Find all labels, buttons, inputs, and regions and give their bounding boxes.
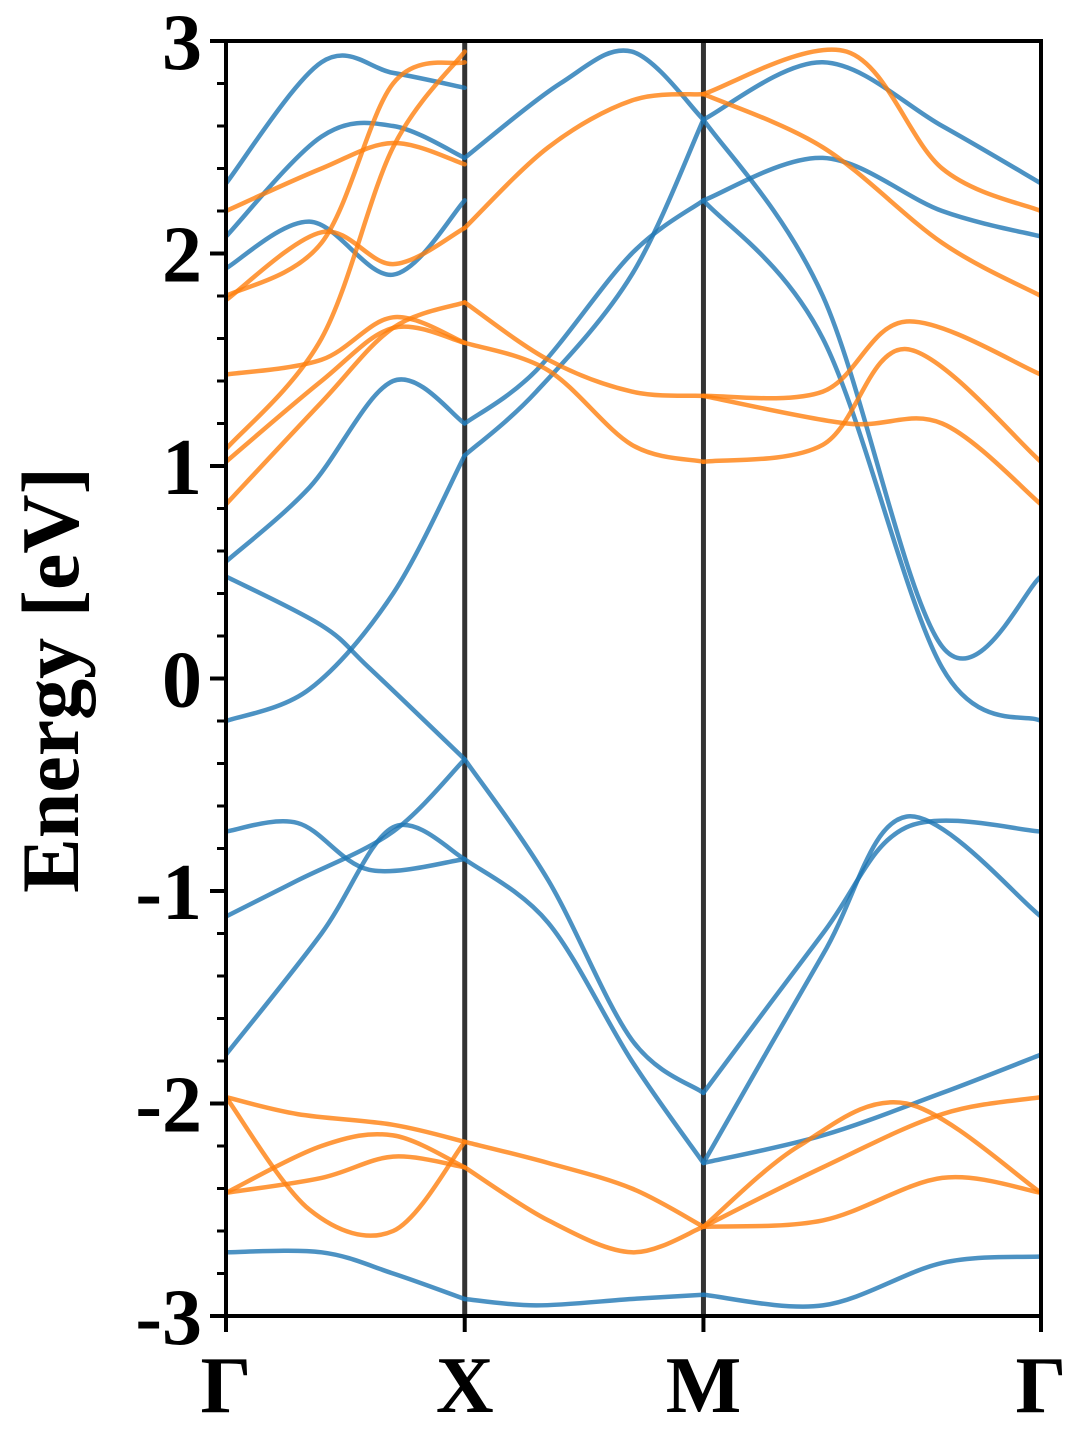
y-tick-label: -2	[135, 1062, 202, 1150]
band-line	[701, 91, 1041, 299]
y-tick-label: 1	[162, 424, 202, 512]
band-line	[701, 814, 1041, 1166]
band-line	[701, 1100, 1041, 1230]
band-line	[462, 48, 706, 161]
band-line	[701, 346, 1041, 465]
band-line	[226, 822, 467, 1057]
band-line	[701, 155, 1041, 239]
band-line	[226, 49, 467, 452]
band-line	[226, 1154, 467, 1196]
band-line	[701, 1052, 1041, 1166]
band-line	[462, 300, 706, 399]
y-tick-label: 2	[162, 212, 202, 300]
band-line	[226, 574, 467, 762]
y-tick-label: -3	[135, 1274, 202, 1362]
y-axis-label: Energy [eV]	[5, 467, 96, 893]
band-line	[226, 1094, 467, 1238]
band-line	[701, 60, 1041, 186]
y-tick-label: 3	[162, 0, 202, 87]
band-line	[462, 1165, 706, 1255]
kpoint-label: Γ	[201, 1342, 252, 1430]
band-line	[462, 91, 706, 231]
band-line	[226, 377, 467, 564]
band-line	[226, 300, 467, 507]
kpoint-label: X	[436, 1342, 494, 1430]
band-line	[226, 453, 467, 724]
y-tick-label: 0	[162, 637, 202, 725]
band-line	[701, 393, 1041, 507]
band-line	[701, 47, 1041, 214]
band-line	[701, 319, 1041, 401]
band-line	[226, 198, 467, 277]
band-line	[462, 757, 706, 1096]
kpoint-label: Γ	[1016, 1342, 1067, 1430]
band-line	[226, 140, 467, 214]
band-line	[701, 1254, 1041, 1309]
band-line	[226, 757, 467, 919]
band-line	[701, 117, 1041, 661]
band-line	[462, 1139, 706, 1230]
y-tick-label: -1	[135, 849, 202, 937]
kpoint-label: M	[666, 1342, 742, 1430]
band-line	[226, 324, 467, 465]
band-line	[462, 856, 706, 1166]
band-line	[462, 340, 706, 465]
band-line	[226, 225, 467, 303]
band-line	[226, 315, 467, 377]
band-line	[226, 1131, 467, 1196]
band-line	[701, 1094, 1041, 1230]
band-line	[226, 53, 467, 186]
band-line	[462, 198, 706, 426]
band-line	[701, 1174, 1041, 1230]
band-line	[226, 120, 467, 239]
band-line	[701, 198, 1041, 724]
band-line	[701, 818, 1041, 1096]
band-line	[462, 1292, 706, 1308]
band-line	[226, 60, 467, 299]
band-line	[226, 1094, 467, 1145]
band-line	[226, 1248, 467, 1302]
band-line	[462, 117, 706, 458]
band-line	[226, 819, 467, 874]
